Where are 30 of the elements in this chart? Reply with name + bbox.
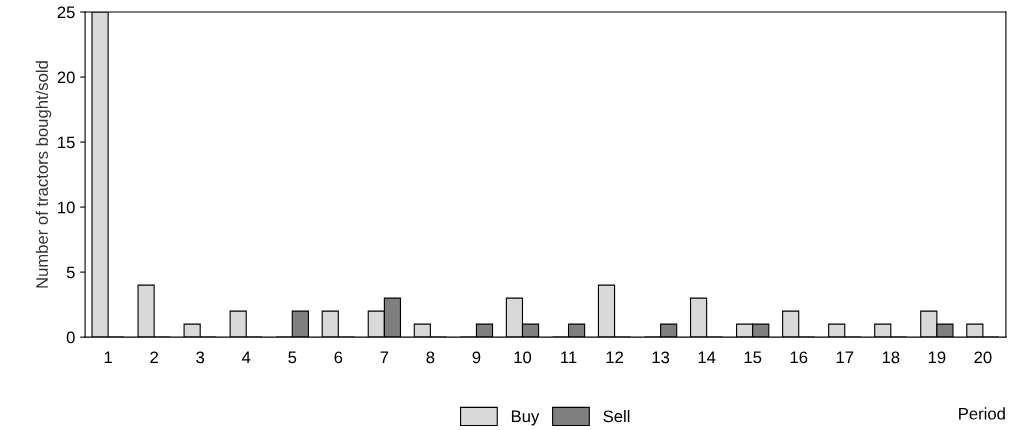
x-tick-label: 3: [196, 351, 205, 364]
x-tick-label: 1: [104, 351, 112, 364]
x-tick-label: 11: [561, 351, 577, 364]
x-tick-label: 8: [426, 351, 435, 364]
x-axis-title: Period: [959, 407, 1005, 420]
x-tick-label: 9: [472, 351, 481, 364]
x-tick-label: 14: [698, 351, 716, 364]
x-tick-label: 19: [928, 351, 946, 364]
x-tick-label: 7: [380, 351, 389, 364]
x-tick-label: 20: [974, 351, 992, 364]
x-tick-label: 15: [744, 351, 762, 364]
legend-label: Buy: [511, 410, 540, 426]
y-tick-label: 25: [57, 6, 75, 19]
x-tick-label: 5: [288, 351, 297, 364]
y-tick-label: 10: [58, 201, 75, 214]
x-tick-label: 13: [652, 351, 670, 364]
y-tick-label: 20: [57, 71, 75, 84]
legend-label: Sell: [603, 409, 630, 423]
x-tick-label: 18: [882, 351, 900, 364]
x-tick-label: 17: [836, 351, 854, 364]
y-tick-label: 0: [66, 331, 75, 344]
x-tick-label: 10: [514, 351, 532, 364]
y-axis-title: Number of tractors bought/sold: [35, 61, 52, 288]
x-tick-label: 2: [150, 351, 158, 364]
y-tick-label: 15: [58, 136, 75, 149]
x-tick-label: 6: [334, 351, 343, 364]
x-tick-label: 12: [606, 351, 623, 364]
x-tick-label: 16: [790, 351, 808, 364]
y-tick-label: 5: [66, 266, 75, 279]
x-tick-label: 4: [241, 351, 251, 364]
